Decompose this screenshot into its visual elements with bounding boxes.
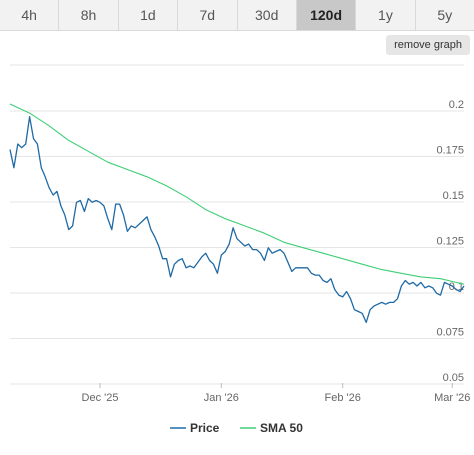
sma-50-series-line [9,103,465,285]
y-tick-label: 0.05 [443,372,464,384]
grid-lines [10,64,464,385]
legend-item-price[interactable]: Price [170,421,220,435]
x-axis-ticks: Dec '25 Jan '26 Feb '26 Mar '26 [82,383,470,404]
tab-30d[interactable]: 30d [238,0,297,30]
remove-graph-button[interactable]: remove graph [386,35,470,55]
x-tick-label: Jan '26 [204,392,239,404]
series-lines [9,103,465,324]
x-tick-label: Feb '26 [324,392,360,404]
y-tick-label: 0.15 [443,190,464,202]
tab-1d[interactable]: 1d [119,0,179,30]
legend-label: SMA 50 [260,421,303,435]
tab-8h[interactable]: 8h [59,0,119,30]
legend-item-sma-50[interactable]: SMA 50 [240,421,303,435]
y-tick-label: 0.1 [449,281,464,293]
tab-4h[interactable]: 4h [0,0,60,30]
price-series-line [9,116,465,324]
legend-label: Price [190,421,220,435]
y-tick-label: 0.075 [436,327,464,339]
y-tick-label: 0.125 [436,236,464,248]
x-tick-label: Dec '25 [82,392,119,404]
tab-1y[interactable]: 1y [356,0,416,30]
legend: Price SMA 50 [170,421,303,435]
x-tick-label: Mar '26 [434,392,470,404]
tab-7d[interactable]: 7d [178,0,238,30]
tab-5y[interactable]: 5y [437,7,453,23]
y-tick-label: 0.175 [436,145,464,157]
y-tick-label: 0.2 [449,99,464,111]
y-axis-ticks: 0.05 0.075 0.1 0.125 0.15 0.175 0.2 [436,99,464,384]
timeframe-tabs: 4h 8h 1d 7d 30d 120d 1y 5y [0,0,474,31]
tab-120d[interactable]: 120d [296,0,357,30]
